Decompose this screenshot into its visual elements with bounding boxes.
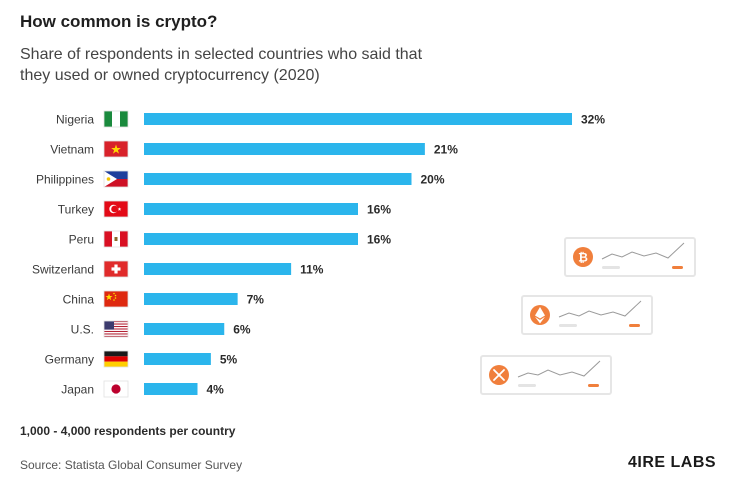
category-label-philippines: Philippines (36, 173, 94, 187)
flag-turkey-icon (103, 200, 129, 218)
flag-peru-icon (103, 230, 129, 248)
category-label-nigeria: Nigeria (56, 113, 94, 127)
brand-logo: 4IRE LABS (628, 454, 717, 471)
value-label-turkey: 16% (367, 203, 391, 217)
xrp-card (480, 355, 612, 395)
value-label-peru: 16% (367, 233, 391, 247)
ethereum-icon (535, 307, 545, 319)
flag-philippines-icon (103, 170, 129, 188)
value-label-nigeria: 32% (581, 113, 605, 127)
bitcoin-icon (573, 247, 593, 267)
category-label-u-s: U.S. (71, 323, 94, 337)
sample-note: 1,000 - 4,000 respondents per country (20, 424, 236, 438)
bitcoin-card: ₿ (564, 237, 696, 277)
value-label-philippines: 20% (421, 173, 445, 187)
bar-chart: Nigeria 32% Vietnam 21% Philippines 20% Turkey… (32, 110, 605, 398)
bar-nigeria (144, 113, 572, 125)
bar-germany (144, 353, 211, 365)
bar-u-s (144, 323, 225, 335)
ethereum-card (521, 295, 653, 335)
flag-nigeria-icon (103, 110, 129, 128)
source-text: Source: Statista Global Consumer Survey (20, 458, 243, 472)
value-label-china: 7% (247, 293, 265, 307)
category-label-turkey: Turkey (58, 203, 94, 217)
flag-china-icon (103, 290, 129, 308)
flag-u-s-icon (103, 320, 129, 338)
chart-subtitle: Share of respondents in selected countri… (20, 46, 423, 84)
bar-china (144, 293, 238, 305)
value-label-u-s: 6% (233, 323, 251, 337)
value-label-vietnam: 21% (434, 143, 458, 157)
xrp-icon (493, 369, 505, 381)
category-label-vietnam: Vietnam (50, 143, 94, 157)
category-label-germany: Germany (45, 353, 94, 367)
category-label-switzerland: Switzerland (32, 263, 94, 277)
svg-text:₿: ₿ (578, 251, 588, 265)
flag-switzerland-icon (103, 260, 129, 278)
value-label-switzerland: 11% (300, 263, 324, 277)
bar-peru (144, 233, 358, 245)
flag-japan-icon (103, 380, 129, 398)
chart-title: How common is crypto? (20, 12, 218, 31)
bar-philippines (144, 173, 412, 185)
bar-turkey (144, 203, 358, 215)
value-label-japan: 4% (207, 383, 225, 397)
category-label-japan: Japan (61, 383, 94, 397)
bar-japan (144, 383, 198, 395)
flag-vietnam-icon (103, 140, 129, 158)
bar-switzerland (144, 263, 292, 275)
category-label-china: China (63, 293, 95, 307)
category-label-peru: Peru (69, 233, 94, 247)
value-label-germany: 5% (220, 353, 238, 367)
bar-vietnam (144, 143, 425, 155)
flag-germany-icon (103, 350, 129, 368)
